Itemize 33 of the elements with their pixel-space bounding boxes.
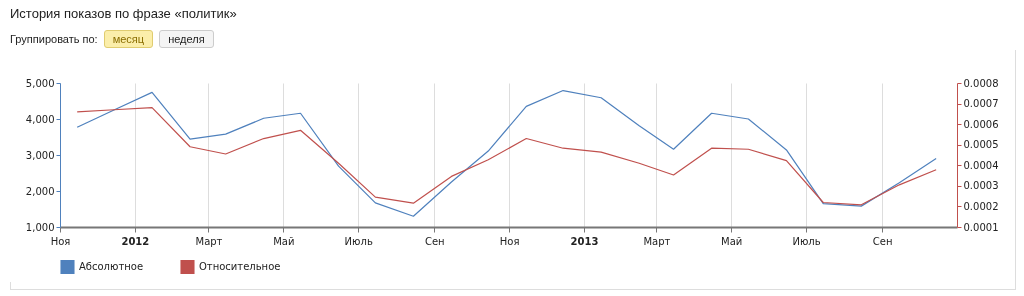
- line-series: [76, 107, 937, 206]
- x-tick-label: Сен: [872, 235, 893, 247]
- y2-tick-label: 0.0001: [963, 221, 999, 233]
- y-tick-label: 3,000: [25, 149, 55, 161]
- y2-tick-label: 0.0003: [963, 180, 999, 192]
- line-series: [76, 89, 937, 217]
- legend-label: Относительное: [199, 260, 281, 272]
- x-tick-label: Ноя: [50, 235, 71, 247]
- y-tick-label: 4,000: [25, 113, 55, 125]
- x-tick-label: Сен: [424, 235, 445, 247]
- x-tick-label: Март: [195, 235, 223, 247]
- text: неделя: [159, 30, 214, 48]
- x-tick-label: Май: [721, 235, 743, 247]
- y2-tick-label: 0.0006: [963, 118, 999, 130]
- legend-label: Абсолютное: [79, 260, 144, 272]
- x-tick-label: Март: [643, 235, 671, 247]
- y-tick-label: 5,000: [25, 77, 55, 89]
- y2-tick-label: 0.0005: [963, 139, 999, 151]
- x-tick-label: Ноя: [499, 235, 520, 247]
- y-tick-label: 1,000: [25, 221, 55, 233]
- x-tick-label: Май: [273, 235, 295, 247]
- y-tick-label: 2,000: [25, 185, 55, 197]
- text: месяц: [103, 30, 154, 48]
- y2-tick-label: 0.0002: [963, 200, 999, 212]
- x-tick-label: 2012: [121, 235, 150, 247]
- y2-tick-label: 0.0008: [963, 77, 999, 89]
- x-tick-label: 2013: [570, 235, 599, 247]
- text: Группировать по:: [10, 33, 98, 45]
- x-tick-label: Июль: [792, 235, 821, 247]
- chart-title: История показов по фразе «политик»: [10, 6, 237, 21]
- x-tick-label: Июль: [344, 235, 373, 247]
- y2-tick-label: 0.0004: [963, 159, 999, 171]
- y2-tick-label: 0.0007: [963, 98, 999, 110]
